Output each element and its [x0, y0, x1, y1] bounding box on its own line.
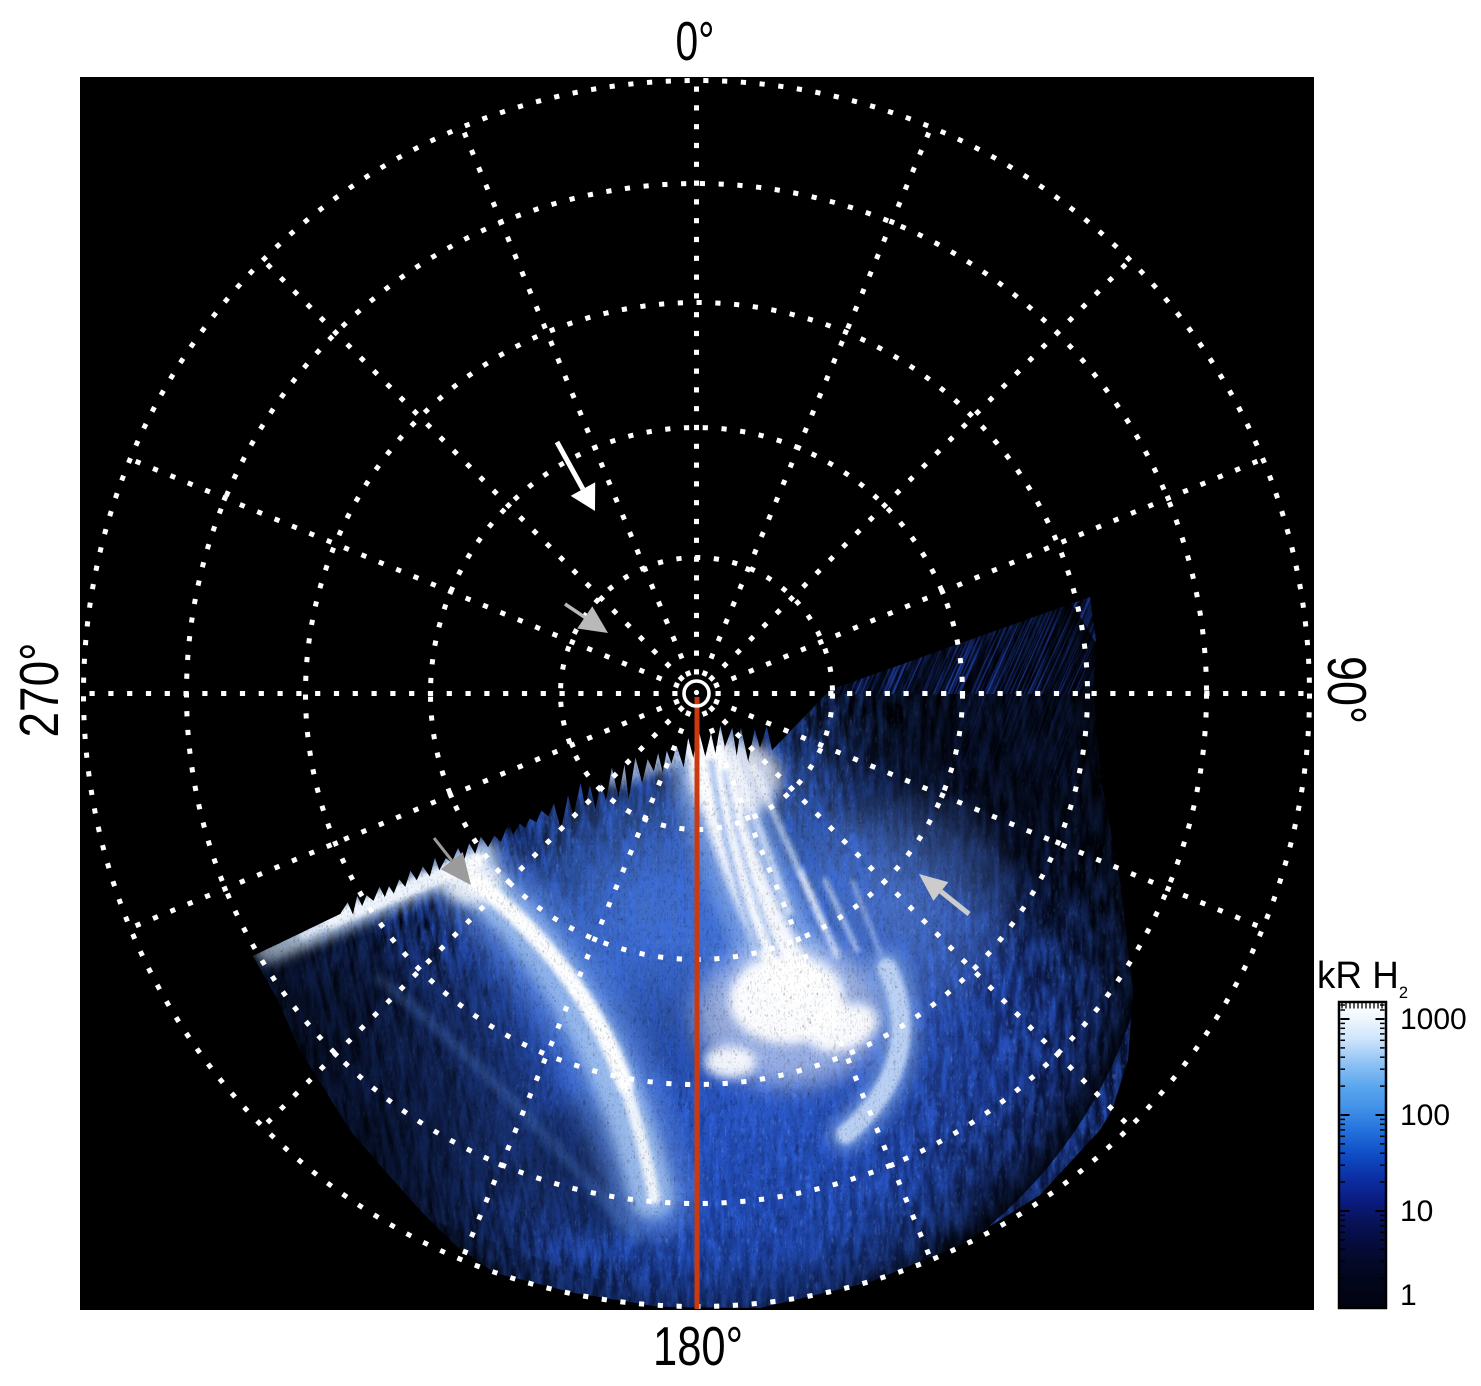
svg-text:1: 1 — [1400, 1279, 1417, 1312]
svg-text:100: 100 — [1400, 1099, 1450, 1132]
svg-text:180°: 180° — [653, 1315, 743, 1377]
svg-text:1000: 1000 — [1400, 1003, 1467, 1036]
svg-text:kR H2: kR H2 — [1317, 955, 1408, 1002]
svg-text:0°: 0° — [676, 10, 715, 72]
svg-text:90°: 90° — [1316, 656, 1378, 724]
svg-text:10: 10 — [1400, 1195, 1433, 1228]
svg-text:270°: 270° — [8, 643, 70, 738]
